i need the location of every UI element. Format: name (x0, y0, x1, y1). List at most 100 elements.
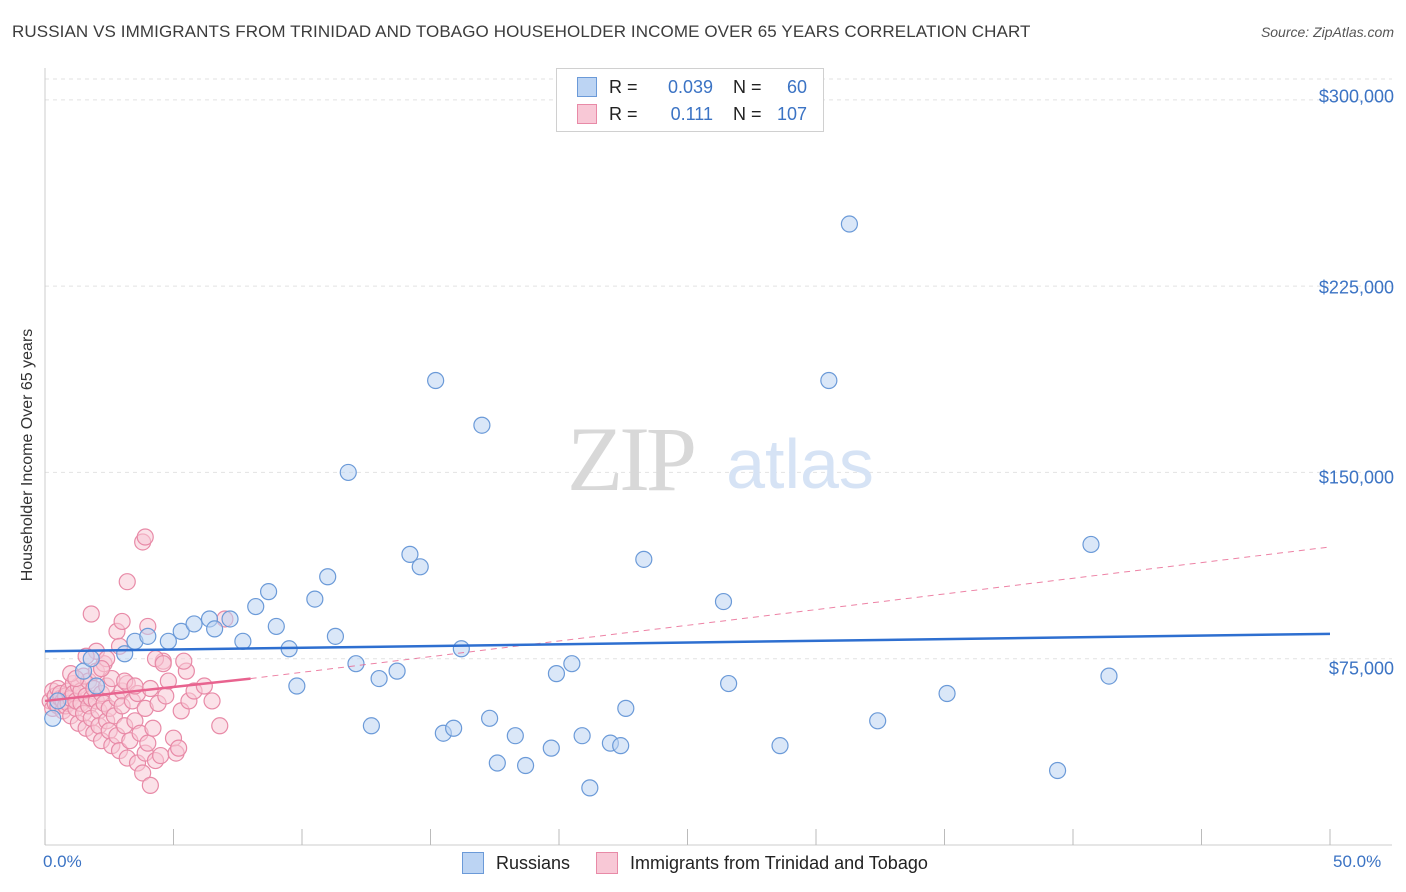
trinidad-point (154, 655, 172, 673)
trinidad-point (118, 573, 136, 591)
russian-point (869, 712, 887, 730)
russian-point (635, 550, 653, 568)
trinidad-point (92, 660, 111, 678)
n-label: N = (733, 76, 762, 97)
watermark-zip: ZIP (567, 408, 694, 510)
y-tick-300k: $300,000 (1318, 86, 1394, 107)
axes (44, 68, 1392, 846)
trinidad-point (195, 677, 213, 695)
trinidad-trend-line (44, 677, 251, 703)
trinidad-point (152, 746, 170, 765)
n-value: 107 (776, 103, 807, 124)
russian-point (938, 684, 956, 703)
legend-item-trinidad[interactable]: Immigrants from Trinidad and Tobago (596, 852, 928, 874)
russian-point (388, 662, 406, 680)
russian-point (612, 737, 630, 755)
russian-point (267, 617, 285, 636)
r-label: R = (609, 103, 638, 124)
legend-swatch-blue (462, 852, 484, 874)
trinidad-point (211, 717, 229, 735)
russian-point (411, 558, 429, 576)
stats-legend: R = 0.039 N = 60 R = 0.111 N = 107 (556, 68, 824, 132)
russian-point (516, 756, 535, 775)
russian-point (326, 627, 345, 645)
pink-series (41, 528, 234, 794)
russian-point (347, 655, 365, 673)
source-label: Source: ZipAtlas.com (1260, 24, 1394, 40)
russian-point (820, 371, 838, 390)
russian-point (488, 754, 506, 772)
legend-row-russians: R = 0.039 N = 60 (577, 76, 807, 98)
russian-point (1048, 761, 1067, 780)
russian-point (82, 650, 100, 668)
r-value: 0.039 (667, 76, 713, 97)
russian-point (473, 416, 491, 434)
russian-point (247, 597, 265, 616)
legend-swatch-pink (577, 104, 597, 124)
x-tick-max: 50.0% (1333, 852, 1382, 871)
russian-point (506, 727, 524, 745)
legend-row-trinidad: R = 0.111 N = 107 (577, 103, 807, 125)
trinidad-point (134, 764, 152, 782)
legend-swatch-blue (577, 77, 597, 97)
russian-point (427, 371, 445, 390)
russian-point (581, 779, 599, 797)
trinidad-point (139, 734, 157, 752)
trinidad-point (203, 692, 221, 710)
russian-point (206, 620, 224, 638)
y-tick-150k: $150,000 (1318, 467, 1394, 488)
russian-point (563, 655, 581, 673)
russian-point (319, 568, 337, 586)
trinidad-point (141, 776, 159, 794)
russian-point (234, 632, 252, 650)
y-axis-label: Householder Income Over 65 years (19, 328, 36, 582)
blue-series (44, 215, 1118, 797)
watermark: ZIP atlas (567, 408, 874, 510)
y-tick-75k: $75,000 (1328, 658, 1394, 679)
russian-point (573, 727, 591, 745)
legend-swatch-pink (596, 852, 619, 874)
trinidad-point (159, 672, 177, 690)
series-legend: Russians Immigrants from Trinidad and To… (462, 852, 954, 874)
trinidad-point (82, 605, 100, 623)
russian-point (720, 674, 738, 693)
y-tick-225k: $225,000 (1318, 277, 1394, 298)
russian-point (44, 709, 62, 727)
russian-point (481, 709, 499, 727)
trinidad-trend-extension (250, 546, 1331, 680)
russian-point (362, 717, 380, 735)
russian-point (139, 627, 157, 645)
russian-point (306, 590, 324, 608)
trinidad-point (170, 739, 188, 757)
russian-point (221, 610, 239, 628)
russian-point (1082, 535, 1100, 554)
russian-point (452, 640, 470, 658)
russian-point (74, 662, 93, 680)
legend-item-russians[interactable]: Russians (462, 852, 570, 874)
trinidad-point (144, 719, 162, 737)
x-tick-min: 0.0% (43, 852, 82, 871)
legend-label: Immigrants from Trinidad and Tobago (630, 852, 928, 873)
russian-point (547, 665, 566, 683)
russian-point (771, 737, 789, 755)
r-label: R = (609, 76, 638, 97)
trinidad-point (113, 612, 131, 631)
watermark-atlas: atlas (726, 425, 874, 503)
n-value: 60 (786, 76, 807, 97)
grid-lines (45, 78, 1392, 660)
russian-point (617, 699, 635, 717)
russian-point (1100, 667, 1118, 685)
legend-label: Russians (496, 852, 571, 873)
russian-point (339, 463, 357, 482)
russian-point (288, 677, 306, 695)
trinidad-point (175, 652, 193, 670)
r-value: 0.111 (670, 103, 713, 124)
russian-point (542, 739, 560, 757)
n-label: N = (733, 103, 762, 124)
russian-point (87, 677, 106, 695)
russian-point (185, 615, 203, 633)
russian-point (401, 545, 419, 563)
russian-point (840, 215, 859, 233)
russian-point (445, 719, 463, 737)
